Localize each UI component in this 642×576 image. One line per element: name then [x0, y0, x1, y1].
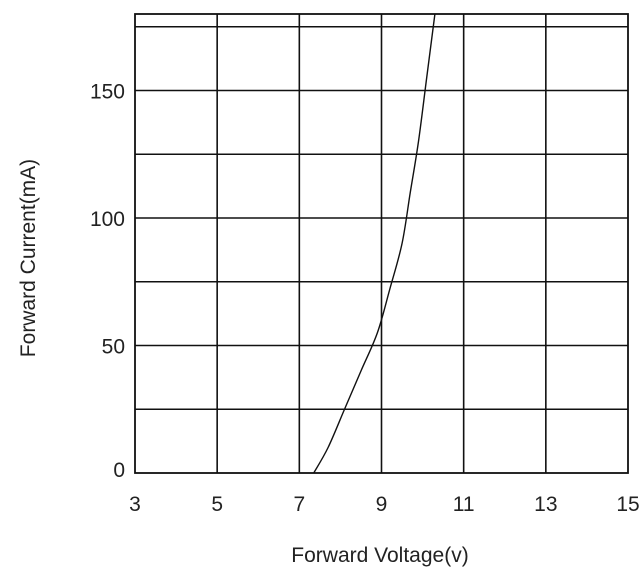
y-axis-label: Forward Current(mA)	[17, 159, 40, 357]
y-tick-label: 150	[90, 81, 125, 104]
grid	[135, 14, 628, 473]
y-tick-label: 100	[90, 208, 125, 231]
y-tick-labels: 0 50 100 150	[90, 81, 125, 483]
x-tick-label: 3	[129, 493, 141, 516]
y-tick-label: 0	[113, 459, 125, 482]
x-tick-label: 13	[534, 493, 557, 516]
x-tick-label: 9	[376, 493, 388, 516]
x-tick-label: 11	[453, 493, 475, 516]
x-tick-labels: 3 5 7 9 11 13 15	[129, 493, 640, 516]
x-tick-label: 7	[293, 493, 305, 516]
x-axis-label: Forward Voltage(v)	[291, 544, 468, 567]
x-tick-label: 15	[616, 493, 639, 516]
y-tick-label: 50	[102, 336, 125, 359]
plot-frame	[134, 13, 629, 474]
series-line	[313, 13, 436, 474]
x-tick-label: 5	[211, 493, 223, 516]
